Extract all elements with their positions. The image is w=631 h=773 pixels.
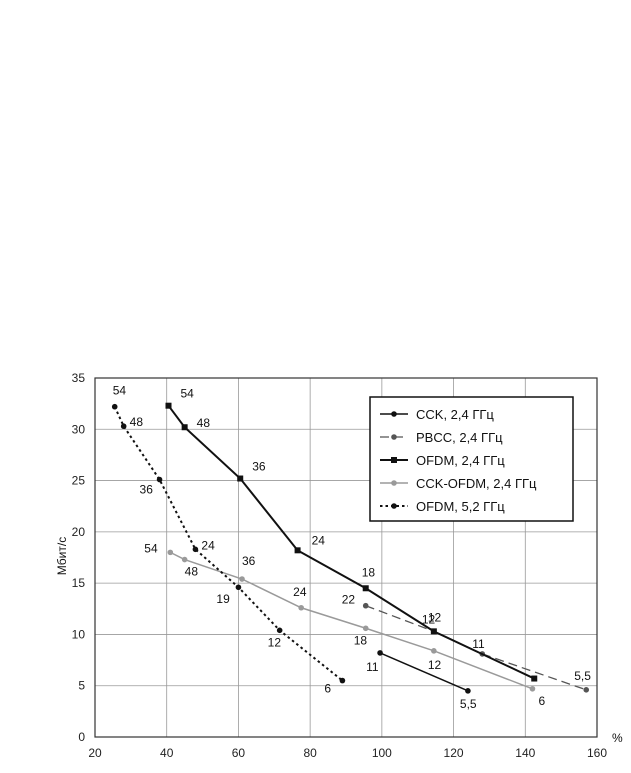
label-layer: 11 5,5 22 12 11 5,5 54 48 36 24 18 12 54 48 36 24 18 12 6 5… — [113, 384, 592, 711]
y-tick-label: 0 — [78, 730, 85, 744]
data-point — [156, 476, 163, 483]
y-tick-label: 20 — [72, 525, 86, 539]
legend-marker — [391, 480, 397, 486]
data-point — [165, 402, 172, 409]
legend-item: OFDM, 2,4 ГГц — [380, 453, 505, 468]
series-0 — [377, 650, 471, 694]
data-point — [529, 685, 536, 692]
data-label: 48 — [185, 565, 199, 579]
y-tick-label: 10 — [72, 627, 86, 641]
data-point — [298, 604, 304, 611]
data-label: 5,5 — [574, 669, 591, 683]
y-axis-title: Мбит/с — [55, 537, 69, 575]
data-label: 36 — [242, 554, 256, 568]
data-point — [430, 628, 437, 635]
y-tick-label: 35 — [72, 371, 86, 385]
data-label: 54 — [144, 541, 158, 555]
data-label: 6 — [324, 682, 331, 696]
legend-label: OFDM, 5,2 ГГц — [416, 499, 505, 514]
legend: CCK, 2,4 ГГц PBCC, 2,4 ГГц OFDM, 2,4 ГГц CC… — [369, 396, 574, 522]
data-label: 24 — [293, 585, 307, 599]
data-point — [192, 546, 199, 553]
data-label: 36 — [252, 460, 266, 474]
data-point — [339, 677, 346, 684]
legend-item: PBCC, 2,4 ГГц — [380, 430, 503, 445]
data-label: 11 — [472, 637, 485, 651]
x-tick-label: 100 — [372, 746, 392, 760]
data-point — [362, 625, 369, 632]
x-tick-label: 60 — [232, 746, 246, 760]
legend-label: CCK, 2,4 ГГц — [416, 407, 494, 422]
data-label: 18 — [362, 565, 376, 579]
data-label: 12 — [268, 635, 282, 649]
data-label: 48 — [197, 416, 211, 430]
data-label: 12 — [422, 612, 436, 626]
legend-marker — [391, 503, 397, 509]
data-point — [531, 675, 538, 682]
data-point — [181, 424, 188, 431]
series-layer — [111, 402, 590, 694]
legend-item: CCK-OFDM, 2,4 ГГц — [380, 476, 537, 491]
data-point — [120, 423, 127, 430]
x-tick-label: 40 — [160, 746, 174, 760]
series-line — [169, 551, 533, 690]
data-point — [235, 584, 242, 591]
x-tick-label: 120 — [444, 746, 464, 760]
legend-item: CCK, 2,4 ГГц — [380, 407, 494, 422]
data-point — [167, 549, 174, 556]
series-3 — [167, 549, 536, 692]
data-point — [181, 556, 188, 563]
data-label: 12 — [428, 610, 442, 624]
data-label: 19 — [216, 592, 230, 606]
x-tick-label: 140 — [515, 746, 535, 760]
x-tick-label: 160 — [587, 746, 607, 760]
data-point — [431, 648, 437, 654]
legend-label: OFDM, 2,4 ГГц — [416, 453, 505, 468]
legend-item: OFDM, 5,2 ГГц — [380, 499, 505, 514]
data-point — [465, 688, 471, 694]
y-tick-label: 15 — [72, 576, 86, 590]
data-label: 24 — [201, 538, 215, 552]
data-point — [294, 547, 301, 554]
x-tick-label: 20 — [88, 746, 102, 760]
data-label: 11 — [366, 660, 379, 674]
tick-layer: 20 40 60 80 100 120 140 160 0 5 10 15 20 25 30 35 — [72, 371, 608, 760]
data-label: 36 — [140, 483, 154, 497]
data-label: 22 — [342, 593, 356, 607]
data-label: 18 — [354, 633, 368, 647]
y-tick-label: 5 — [78, 679, 85, 693]
legend-marker — [391, 434, 397, 440]
data-label: 12 — [428, 658, 442, 672]
data-point — [111, 403, 118, 410]
series-4 — [111, 403, 346, 684]
data-label: 24 — [312, 533, 326, 547]
data-point — [237, 475, 244, 482]
legend-marker — [391, 457, 397, 463]
data-label: 48 — [130, 415, 144, 429]
legend-marker — [391, 411, 397, 417]
data-label: 54 — [181, 387, 195, 401]
legend-label: PBCC, 2,4 ГГц — [416, 430, 503, 445]
y-tick-label: 30 — [72, 422, 86, 436]
series-2 — [165, 402, 538, 682]
data-point — [362, 585, 369, 592]
data-point — [276, 627, 283, 634]
x-tick-label: 80 — [303, 746, 317, 760]
data-label: 54 — [113, 384, 127, 398]
data-point — [362, 602, 369, 609]
data-point — [377, 650, 383, 656]
plot-frame — [94, 377, 598, 738]
data-point — [583, 687, 590, 693]
y-tick-label: 25 — [72, 474, 86, 488]
data-label: 6 — [538, 694, 545, 708]
legend-label: CCK-OFDM, 2,4 ГГц — [416, 476, 537, 491]
series-line — [379, 652, 469, 692]
data-point — [239, 576, 245, 582]
data-label: 5,5 — [460, 697, 477, 711]
x-axis-title: % — [612, 731, 623, 745]
